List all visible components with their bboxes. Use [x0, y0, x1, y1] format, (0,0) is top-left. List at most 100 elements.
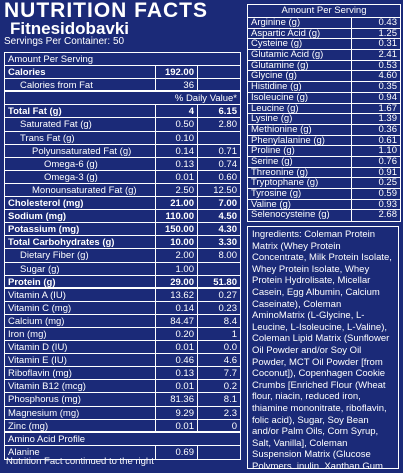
- amount: 0.20: [155, 327, 197, 341]
- amino-name: Glutamic Acid (g): [248, 50, 352, 60]
- nutrition-row: Riboflavin (mg) 0.13 7.7: [5, 367, 240, 381]
- daily-value: [197, 131, 240, 144]
- nutrient-label: Omega-3 (g): [44, 171, 98, 183]
- nutrition-row: Vitamin C (mg) 0.14 0.23: [5, 301, 240, 315]
- amino-row: Proline (g) 1.10: [248, 146, 400, 157]
- nutrient-label: Amino Acid Profile: [8, 433, 86, 445]
- nutrition-row: Vitamin B12 (mcg) 0.01 0.2: [5, 380, 240, 394]
- nutrient-label: Sodium (mg): [8, 211, 67, 223]
- amino-value: 0.76: [378, 155, 398, 167]
- amino-row: Threonine (g) 0.91: [248, 166, 400, 179]
- amino-name: Valine (g): [248, 199, 352, 210]
- amino-name: Proline (g): [248, 146, 352, 156]
- amino-name: Histidine (g): [248, 82, 352, 92]
- amount: 0.14: [155, 301, 197, 314]
- nutrition-row: Zinc (mg) 0.01 0: [5, 419, 240, 433]
- nutrient-label: Cholesterol (mg): [8, 198, 84, 210]
- nutrition-row: Protein (g) 29.00 51.80: [5, 275, 240, 289]
- amount: 0.01: [155, 170, 197, 183]
- daily-value: 0.74: [197, 157, 240, 170]
- daily-value: 0.60: [197, 170, 240, 183]
- amino-row: Tyrosine (g) 0.59: [248, 188, 400, 200]
- amino-name: Isoleucine (g): [248, 92, 352, 103]
- nutrient-label: Riboflavin (mg): [8, 368, 72, 380]
- amino-value: 0.43: [378, 17, 398, 28]
- amino-row: Leucine (g) 1.67: [248, 102, 400, 115]
- nutrient-label: Vitamin A (IU): [8, 289, 66, 301]
- daily-value: 7.7: [197, 367, 240, 380]
- nutrition-row: Calcium (mg) 84.47 8.4: [5, 314, 240, 328]
- ingredients: Ingredients: Coleman Protein Matrix (Whe…: [247, 226, 399, 469]
- amount: 81.36: [155, 393, 197, 406]
- nutrient-label: Total Carbohydrates (g): [8, 237, 115, 249]
- amino-value: 0.59: [378, 188, 398, 199]
- daily-value: 4.30: [197, 223, 240, 236]
- amount: 29.00: [155, 275, 197, 288]
- nutrient-label: Monounsaturated Fat (g): [32, 184, 137, 196]
- daily-value: 3.30: [197, 236, 240, 249]
- amount: 36: [155, 79, 197, 91]
- daily-value: 2.3: [197, 406, 240, 419]
- amount: 192.00: [155, 66, 197, 79]
- daily-value: 0.71: [197, 144, 240, 157]
- amino-value: 1.67: [378, 102, 398, 114]
- amount: 4: [155, 105, 197, 118]
- nutrient-label: Saturated Fat (g): [20, 119, 92, 131]
- amount: 0.01: [155, 341, 197, 354]
- nutrient-label: Polyunsaturated Fat (g): [32, 145, 132, 157]
- amount: 1.00: [155, 262, 197, 275]
- amount: 0.01: [155, 380, 197, 393]
- watermark: Fitnesidobavki: [10, 19, 130, 38]
- amount: 2.50: [155, 183, 197, 197]
- footer: Nutrition Fact continued to the right: [6, 456, 154, 467]
- daily-value: 0: [197, 419, 240, 432]
- nutrition-row: Amount Per Serving: [5, 53, 240, 67]
- amount: 0.50: [155, 118, 197, 131]
- amino-value: 2.68: [378, 209, 398, 221]
- amino-name: Selenocysteine (g): [248, 210, 352, 222]
- amount: 21.00: [155, 197, 197, 210]
- nutrition-row: Vitamin D (IU) 0.01 0.0: [5, 341, 240, 355]
- nutrient-label: Calcium (mg): [8, 315, 65, 327]
- daily-value: 8.00: [197, 249, 240, 262]
- daily-value: 0.23: [197, 301, 240, 314]
- amino-value: 0.35: [378, 81, 398, 93]
- nutrition-row: Omega-3 (g) 0.01 0.60: [5, 170, 240, 184]
- daily-value: [197, 262, 240, 275]
- nutrient-label: Vitamin E (IU): [8, 355, 67, 367]
- amount: 2.00: [155, 249, 197, 262]
- amount: 13.62: [155, 288, 197, 301]
- amino-row: Phenylalanine (g) 0.61: [248, 135, 400, 147]
- nutrition-row: Calories 192.00: [5, 66, 240, 80]
- amino-value: 1.10: [378, 145, 398, 157]
- amino-value: 0.91: [378, 166, 398, 178]
- amino-value: 0.25: [378, 177, 398, 189]
- daily-value: 51.80: [197, 275, 240, 288]
- amino-name: Glycine (g): [248, 71, 352, 82]
- amino-value: 1.39: [378, 113, 398, 125]
- amino-value: 0.31: [378, 38, 398, 50]
- amount: 9.29: [155, 406, 197, 419]
- daily-value: 8.4: [197, 314, 240, 327]
- nutrient-label: Alanine: [8, 446, 40, 458]
- amount: 0.10: [155, 131, 197, 144]
- servings: Servings Per Container: 50: [4, 36, 125, 47]
- daily-value: 1: [197, 327, 240, 341]
- amount: 0.46: [155, 354, 197, 367]
- nutrient-label: Zinc (mg): [8, 420, 49, 431]
- amount: 0.13: [155, 367, 197, 380]
- nutrient-label: Trans Fat (g): [20, 132, 75, 144]
- nutrition-row: Potassium (mg) 150.00 4.30: [5, 223, 240, 237]
- nutrient-label: Calories: [8, 67, 46, 79]
- amino-row: Arginine (g) 0.43: [248, 17, 400, 29]
- nutrient-label: Magnesium (mg): [8, 407, 80, 419]
- daily-value: 0.2: [197, 380, 240, 393]
- amount: 10.00: [155, 236, 197, 249]
- amino-name: Lysine (g): [248, 114, 352, 124]
- daily-value: 4.6: [197, 354, 240, 367]
- amino-value: 0.93: [378, 198, 398, 210]
- amino-row: Lysine (g) 1.39: [248, 114, 400, 125]
- amino-value: 0.53: [378, 59, 398, 71]
- amino-value: 1.25: [378, 27, 398, 39]
- amount: 84.47: [155, 314, 197, 327]
